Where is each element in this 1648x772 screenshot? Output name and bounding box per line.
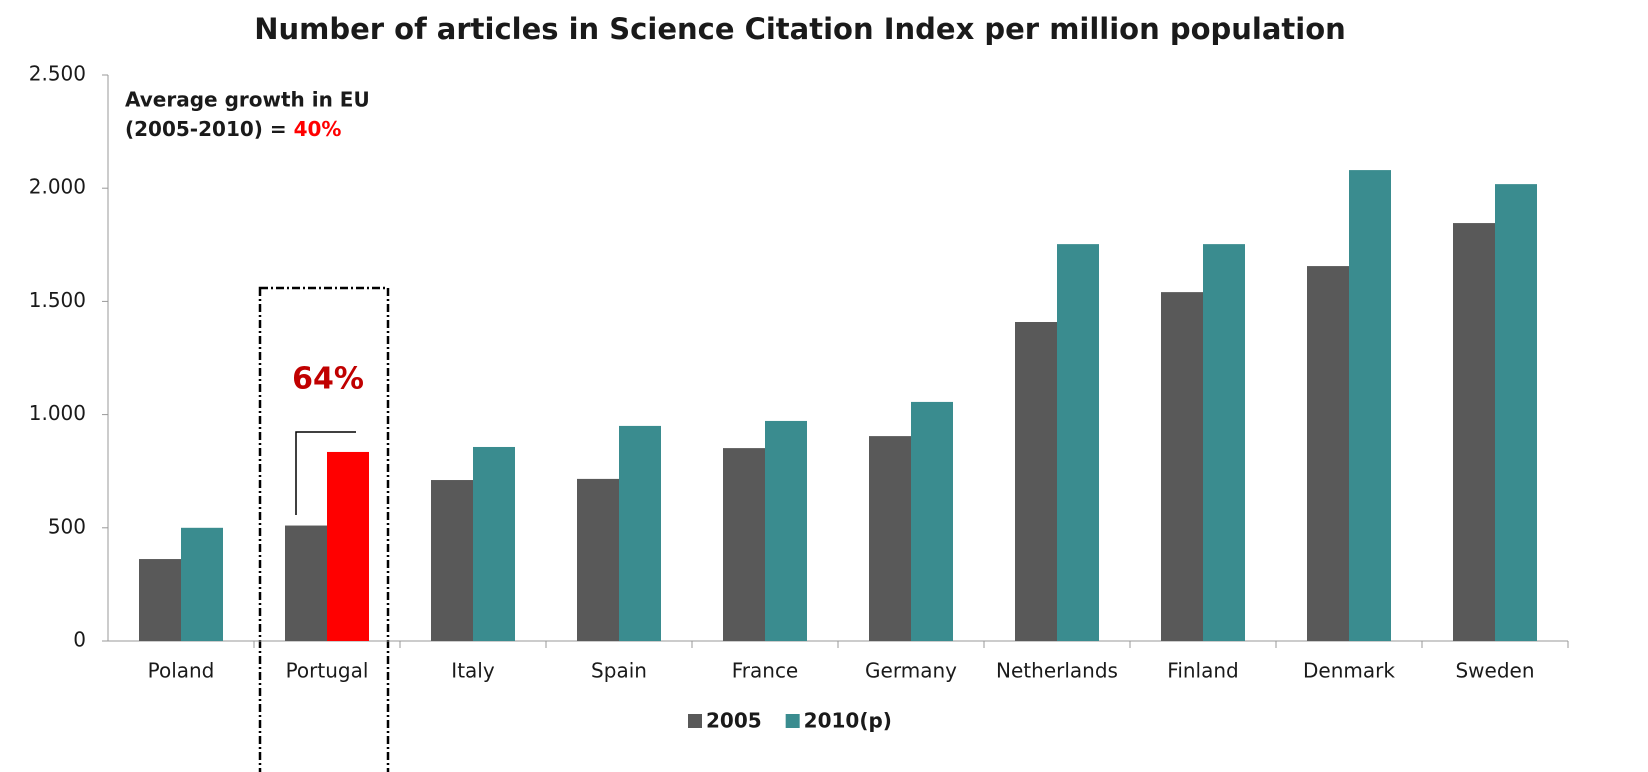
- x-tick-label: Sweden: [1455, 659, 1534, 683]
- bar: [1057, 244, 1099, 642]
- x-tick-label: Denmark: [1303, 659, 1395, 683]
- bar: [285, 525, 327, 641]
- y-tick-label: 1.500: [29, 288, 86, 312]
- bar: [577, 478, 619, 641]
- bar: [1161, 292, 1203, 641]
- bracket: [295, 431, 356, 515]
- x-tick-label: France: [732, 659, 799, 683]
- y-tick-label: 500: [48, 514, 86, 538]
- x-tick-label: Finland: [1167, 659, 1238, 683]
- legend-label: 2005: [706, 709, 762, 733]
- chart-title: Number of articles in Science Citation I…: [254, 12, 1346, 46]
- highlight-box: [258, 286, 390, 772]
- bar: [327, 451, 369, 641]
- y-tick-label: 2.500: [29, 62, 86, 86]
- bar: [723, 448, 765, 641]
- x-tick-label: Germany: [865, 659, 957, 683]
- bar: [911, 401, 953, 641]
- bar: [139, 559, 181, 641]
- bar: [1307, 266, 1349, 641]
- legend-label: 2010(p): [804, 709, 892, 733]
- bar: [431, 480, 473, 641]
- growth-label: 64%: [292, 362, 364, 397]
- bar: [1203, 244, 1245, 642]
- x-tick-label: Netherlands: [996, 659, 1118, 683]
- bar: [1495, 184, 1537, 641]
- bar: [1015, 322, 1057, 641]
- x-tick-label: Italy: [451, 659, 495, 683]
- bar: [181, 527, 223, 641]
- y-tick-label: 1.000: [29, 401, 86, 425]
- y-tick-label: 2.000: [29, 175, 86, 199]
- legend-swatch: [688, 714, 702, 728]
- bar: [619, 425, 661, 641]
- y-tick-label: 0: [73, 628, 86, 652]
- bar: [765, 420, 807, 641]
- x-tick-label: Spain: [591, 659, 647, 683]
- x-tick-label: Poland: [148, 659, 215, 683]
- bar: [1349, 170, 1391, 641]
- legend-swatch: [785, 714, 800, 728]
- bar: [1453, 223, 1495, 641]
- annotation: Average growth in EU: [125, 88, 370, 112]
- x-tick-label: Portugal: [286, 659, 369, 683]
- annotation: (2005-2010) = 40%: [125, 117, 341, 141]
- bar: [473, 446, 515, 641]
- bar: [869, 436, 911, 641]
- annotation-text: (2005-2010) =: [125, 117, 294, 141]
- annotation-value: 40%: [294, 117, 342, 141]
